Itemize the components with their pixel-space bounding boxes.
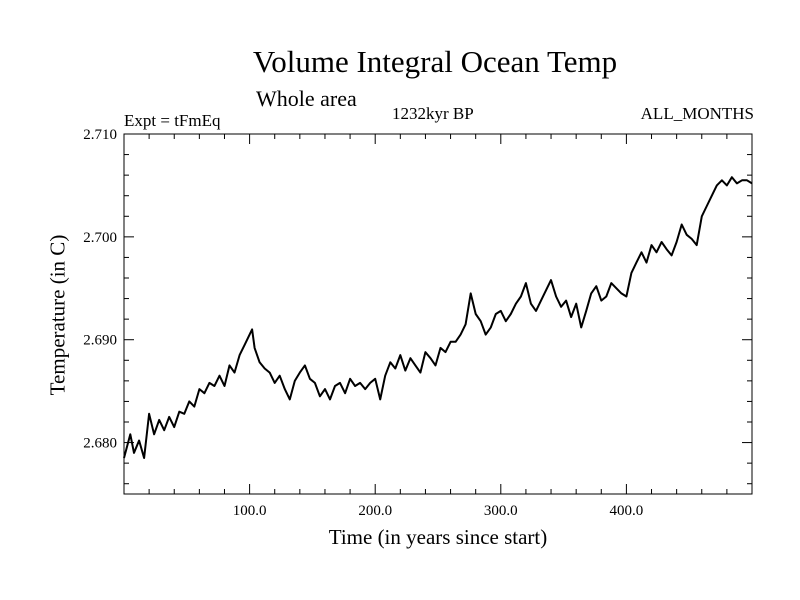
experiment-label: Expt = tFmEq	[124, 111, 221, 130]
x-tick-label: 400.0	[610, 503, 644, 519]
axis-ticks	[124, 133, 752, 494]
months-label: ALL_MONTHS	[640, 104, 754, 123]
y-tick-label: 2.690	[83, 333, 117, 349]
chart-subtitle: Whole area	[256, 86, 357, 111]
y-tick-label: 2.710	[83, 127, 117, 143]
x-tick-label: 300.0	[484, 503, 518, 519]
y-tick-label: 2.680	[83, 436, 117, 452]
axis-tick-labels: 100.0 200.0 300.0 400.0 2.680 2.690 2.700 2.710	[83, 127, 643, 519]
x-tick-label: 200.0	[358, 503, 392, 519]
period-label: 1232kyr BP	[392, 104, 474, 123]
plot-frame	[123, 133, 753, 495]
y-tick-label: 2.700	[83, 230, 117, 246]
chart-title: Volume Integral Ocean Temp	[252, 44, 618, 79]
temperature-series-line	[123, 176, 753, 459]
x-axis-label: Time (in years since start)	[328, 525, 548, 549]
x-tick-label: 100.0	[233, 503, 267, 519]
